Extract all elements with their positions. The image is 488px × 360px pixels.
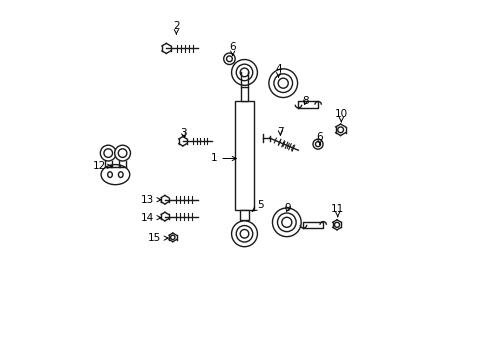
Text: 15: 15 xyxy=(147,233,168,243)
Circle shape xyxy=(315,141,320,147)
Text: 8: 8 xyxy=(302,96,308,106)
Circle shape xyxy=(272,208,301,237)
Circle shape xyxy=(170,235,175,239)
Circle shape xyxy=(226,56,232,62)
Circle shape xyxy=(334,222,339,227)
Circle shape xyxy=(277,213,296,231)
Text: 12: 12 xyxy=(92,161,112,171)
Circle shape xyxy=(104,149,112,157)
Text: 3: 3 xyxy=(180,129,186,138)
Text: 9: 9 xyxy=(284,203,290,213)
Ellipse shape xyxy=(101,165,129,185)
Circle shape xyxy=(100,145,116,161)
Text: 4: 4 xyxy=(275,64,281,77)
Text: 11: 11 xyxy=(330,204,344,217)
Circle shape xyxy=(240,68,248,77)
Circle shape xyxy=(278,78,287,88)
Text: 5: 5 xyxy=(252,200,264,211)
Text: 6: 6 xyxy=(229,42,236,55)
Circle shape xyxy=(236,226,252,242)
Ellipse shape xyxy=(118,172,123,177)
Circle shape xyxy=(273,74,292,93)
Circle shape xyxy=(231,59,257,85)
Text: 7: 7 xyxy=(277,127,283,136)
Circle shape xyxy=(240,229,248,238)
Circle shape xyxy=(268,69,297,98)
Circle shape xyxy=(337,127,343,133)
Text: 2: 2 xyxy=(173,21,179,34)
Circle shape xyxy=(118,149,126,157)
Ellipse shape xyxy=(107,172,112,177)
Text: 10: 10 xyxy=(334,109,347,122)
Circle shape xyxy=(115,145,130,161)
Bar xyxy=(240,211,248,220)
Circle shape xyxy=(312,139,323,149)
Bar xyxy=(235,101,253,211)
Text: 1: 1 xyxy=(210,153,236,163)
Text: 13: 13 xyxy=(140,195,161,205)
Circle shape xyxy=(231,221,257,247)
Circle shape xyxy=(223,53,235,64)
Text: 14: 14 xyxy=(140,213,161,222)
Circle shape xyxy=(281,217,291,227)
Text: 6: 6 xyxy=(316,132,323,145)
Bar xyxy=(241,87,247,101)
Circle shape xyxy=(236,64,252,81)
